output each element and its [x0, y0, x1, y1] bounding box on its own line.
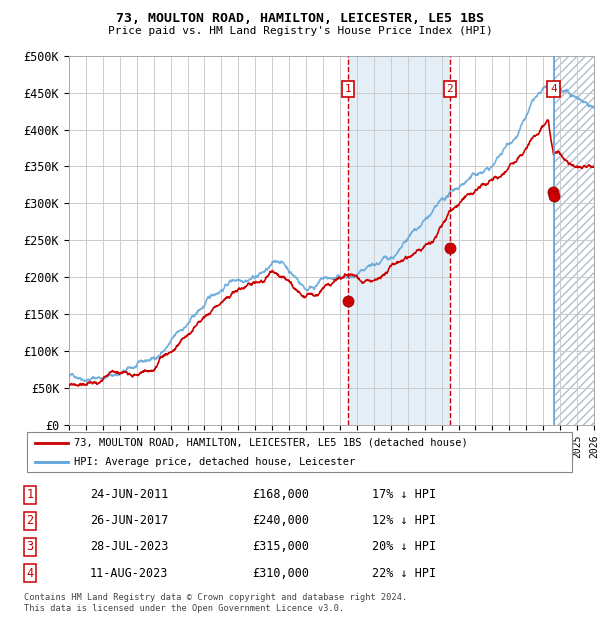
- Text: 3: 3: [26, 541, 34, 554]
- Text: 2: 2: [26, 515, 34, 528]
- Text: Price paid vs. HM Land Registry's House Price Index (HPI): Price paid vs. HM Land Registry's House …: [107, 26, 493, 36]
- Text: 2: 2: [446, 84, 453, 94]
- Text: 20% ↓ HPI: 20% ↓ HPI: [372, 541, 436, 554]
- Text: 73, MOULTON ROAD, HAMILTON, LEICESTER, LE5 1BS: 73, MOULTON ROAD, HAMILTON, LEICESTER, L…: [116, 12, 484, 25]
- Text: 24-JUN-2011: 24-JUN-2011: [90, 489, 169, 502]
- Text: 1: 1: [345, 84, 352, 94]
- Text: 12% ↓ HPI: 12% ↓ HPI: [372, 515, 436, 528]
- FancyBboxPatch shape: [27, 432, 572, 472]
- Bar: [348, 56, 450, 425]
- Text: 4: 4: [26, 567, 34, 580]
- Text: Contains HM Land Registry data © Crown copyright and database right 2024.
This d: Contains HM Land Registry data © Crown c…: [24, 593, 407, 613]
- Text: £310,000: £310,000: [252, 567, 309, 580]
- Text: HPI: Average price, detached house, Leicester: HPI: Average price, detached house, Leic…: [74, 457, 355, 467]
- Text: 73, MOULTON ROAD, HAMILTON, LEICESTER, LE5 1BS (detached house): 73, MOULTON ROAD, HAMILTON, LEICESTER, L…: [74, 438, 467, 448]
- Text: 26-JUN-2017: 26-JUN-2017: [90, 515, 169, 528]
- Text: 11-AUG-2023: 11-AUG-2023: [90, 567, 169, 580]
- Bar: [554, 56, 594, 425]
- Text: 1: 1: [26, 489, 34, 502]
- Text: 28-JUL-2023: 28-JUL-2023: [90, 541, 169, 554]
- Text: 4: 4: [550, 84, 557, 94]
- Text: £240,000: £240,000: [252, 515, 309, 528]
- Text: 22% ↓ HPI: 22% ↓ HPI: [372, 567, 436, 580]
- Text: £315,000: £315,000: [252, 541, 309, 554]
- Text: £168,000: £168,000: [252, 489, 309, 502]
- Text: 17% ↓ HPI: 17% ↓ HPI: [372, 489, 436, 502]
